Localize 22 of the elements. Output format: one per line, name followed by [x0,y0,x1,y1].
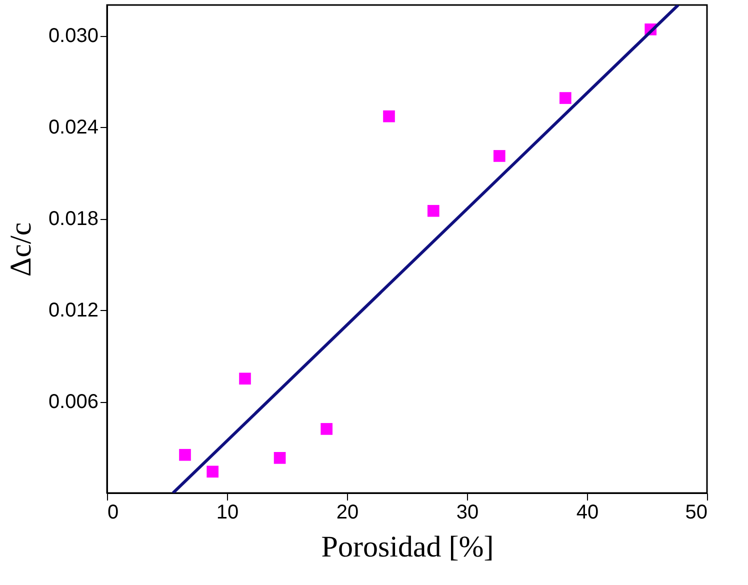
y-tick-label: 0.024 [48,116,98,138]
y-axis-title: Δc/c [4,222,38,277]
x-tick-label: 30 [456,502,479,524]
x-axis-title: Porosidad [%] [321,530,494,564]
point [179,448,191,461]
point [206,466,219,478]
y-tick-label: 0.018 [48,208,98,230]
point [239,372,251,385]
y-tick-label: 0.012 [48,300,98,322]
x-tick-label: 20 [336,502,359,524]
point [493,150,506,162]
y-tick-label: 0.006 [48,391,98,413]
x-tick-label: 10 [216,502,239,524]
point [383,110,395,122]
point [320,423,333,435]
x-tick-label: 40 [576,502,599,524]
point [559,92,572,104]
point [274,452,286,464]
point [427,204,440,217]
x-tick-label: 0 [108,502,119,524]
x-tick-label: 50 [685,502,708,524]
y-tick-label: 0.030 [48,25,98,47]
